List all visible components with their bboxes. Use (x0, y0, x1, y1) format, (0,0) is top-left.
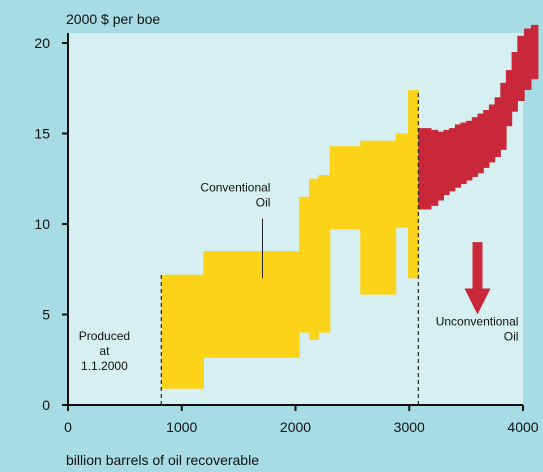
produced-label: Produced at 1.1.2000 (79, 329, 130, 373)
unconventional-block-15 (511, 52, 518, 112)
conventional-block-7 (395, 133, 409, 228)
conventional-oil-label-line-1: Oil (256, 195, 271, 209)
unconventional-block-3 (443, 129, 450, 196)
unconventional-block-5 (454, 124, 462, 188)
unconventional-block-4 (449, 128, 456, 192)
produced-label-line-0: Produced (79, 329, 130, 343)
conventional-block-6 (360, 140, 397, 295)
unconventional-block-0 (418, 128, 432, 210)
y-tick-label-0: 0 (42, 397, 50, 413)
x-axis-title: billion barrels of oil recoverable (66, 452, 259, 468)
x-tick-label-1: 1000 (166, 419, 197, 435)
y-tick-label-2: 10 (34, 216, 50, 232)
unconventional-block-11 (488, 104, 496, 163)
y-tick-label-3: 15 (34, 126, 50, 142)
unconventional-block-13 (500, 82, 507, 150)
x-tick-label-4: 4000 (507, 419, 538, 435)
y-tick-label-4: 20 (34, 35, 50, 51)
unconventional-block-10 (483, 110, 490, 168)
y-axis-title: 2000 $ per boe (66, 11, 160, 27)
y-tick-label-1: 5 (42, 307, 50, 323)
unconventional-block-1 (430, 129, 439, 206)
unconventional-oil-label: Unconventional Oil (436, 314, 519, 343)
arrow-shaft (472, 242, 483, 291)
x-tick-label-3: 3000 (394, 419, 425, 435)
unconventional-block-12 (494, 97, 501, 157)
arrow-head (464, 288, 491, 315)
conventional-oil-label: Conventional Oil (200, 180, 270, 209)
x-tick-label-2: 2000 (280, 419, 311, 435)
produced-label-line-1: at (99, 344, 110, 358)
conventional-block-2 (298, 196, 310, 333)
produced-label-line-2: 1.1.2000 (81, 359, 128, 373)
unconventional-oil-label-line-1: Oil (504, 329, 519, 343)
conventional-block-0 (161, 274, 204, 389)
unconventional-block-6 (460, 122, 467, 185)
unconventional-block-9 (477, 113, 484, 174)
unconventional-block-7 (466, 120, 473, 181)
unconventional-block-18 (531, 24, 539, 80)
x-tick-label-0: 0 (64, 419, 72, 435)
unconventional-block-8 (471, 117, 479, 177)
conventional-block-1 (203, 251, 300, 358)
conventional-block-5 (329, 146, 361, 230)
unconventional-block-14 (505, 70, 513, 127)
unconventional-block-2 (437, 131, 444, 201)
unconventional-block-17 (524, 28, 532, 90)
unconventional-block-16 (517, 35, 525, 101)
conventional-block-8 (408, 90, 419, 279)
conventional-block-4 (318, 175, 331, 333)
conventional-block-3 (309, 178, 319, 340)
unconventional-oil-label-line-0: Unconventional (436, 314, 519, 328)
conventional-oil-label-line-0: Conventional (200, 180, 270, 194)
